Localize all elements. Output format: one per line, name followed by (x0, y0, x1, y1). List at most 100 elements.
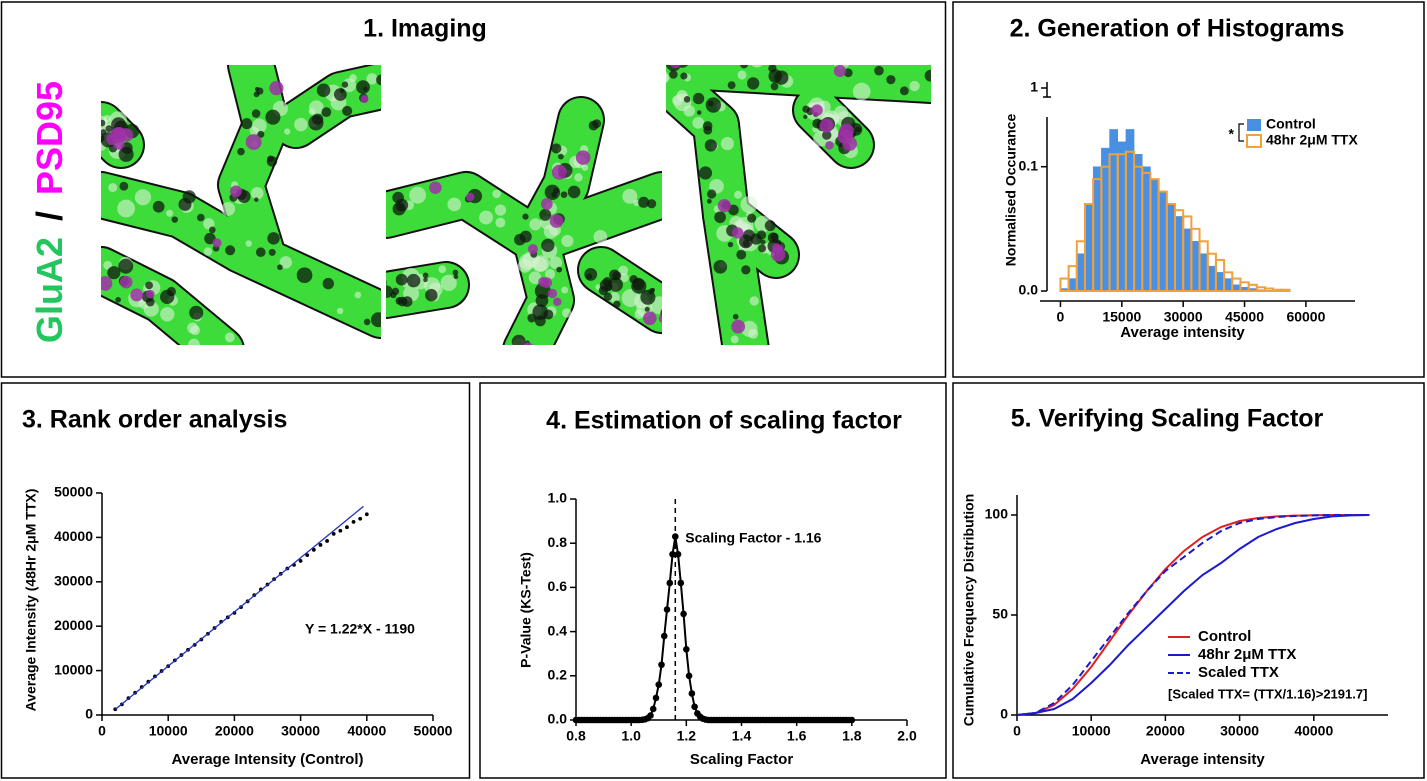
puncta (101, 119, 106, 127)
histogram-bar (1182, 228, 1192, 292)
puncta (825, 140, 834, 150)
legend-swatch (1247, 119, 1261, 131)
panel-border (952, 1, 1425, 378)
puncta (539, 208, 552, 221)
puncta (714, 211, 726, 224)
puncta (638, 196, 650, 208)
puncta (522, 213, 529, 220)
micrograph (666, 52, 931, 345)
significance-bracket (1238, 123, 1244, 142)
puncta (203, 247, 213, 256)
x-tick-label: 30000 (1164, 309, 1203, 325)
puncta (737, 70, 747, 80)
micrograph (88, 65, 381, 345)
puncta (370, 312, 381, 328)
x-tick-label: 30000 (281, 723, 320, 739)
x-tick-label: 40000 (1294, 723, 1333, 739)
puncta (676, 53, 686, 63)
puncta (586, 273, 593, 280)
puncta (422, 272, 429, 279)
x-tick-label: 10000 (149, 723, 188, 739)
puncta (119, 181, 129, 191)
puncta (252, 118, 267, 134)
y-tick-label: 1.0 (548, 490, 568, 506)
data-point (683, 645, 690, 653)
puncta (727, 81, 736, 90)
puncta (819, 118, 834, 133)
puncta (549, 256, 563, 269)
puncta (166, 286, 176, 297)
puncta (704, 139, 718, 152)
puncta (266, 156, 278, 167)
histogram-bar (1247, 283, 1258, 292)
puncta (166, 209, 174, 217)
x-tick-label: 0.8 (566, 728, 586, 744)
legend-swatch (1246, 134, 1262, 148)
puncta (731, 319, 746, 334)
puncta (119, 275, 133, 289)
legend-label: 48hr 2μM TTX (1266, 132, 1358, 148)
puncta (609, 269, 620, 281)
histogram-bar (1158, 191, 1168, 292)
data-point (685, 672, 693, 680)
puncta (397, 296, 408, 307)
data-point (677, 579, 685, 587)
puncta (182, 190, 196, 204)
panel-title: 4. Estimation of scaling factor (546, 407, 902, 435)
scatter-point (331, 531, 336, 536)
puncta (528, 271, 542, 284)
scatter-point (298, 559, 303, 563)
puncta (88, 124, 100, 136)
puncta (732, 52, 739, 59)
puncta (720, 136, 734, 151)
puncta (738, 234, 753, 249)
puncta (265, 109, 281, 125)
puncta (356, 80, 370, 94)
puncta (558, 153, 564, 160)
puncta (269, 80, 284, 96)
puncta (257, 130, 265, 138)
puncta (221, 202, 236, 216)
puncta (543, 309, 554, 320)
puncta (541, 277, 553, 288)
histogram-bar (1191, 241, 1200, 292)
puncta (465, 192, 475, 202)
puncta (250, 187, 264, 200)
puncta (254, 197, 259, 202)
puncta (440, 274, 457, 291)
y-tick-label: 1 (1030, 79, 1038, 95)
histogram-bar (1280, 288, 1291, 292)
y-tick-label: 0.2 (548, 667, 568, 683)
puncta (593, 229, 608, 244)
puncta (495, 217, 506, 228)
puncta (342, 105, 353, 117)
puncta (529, 218, 542, 231)
puncta (363, 318, 371, 326)
puncta (768, 65, 777, 73)
y-tick-label: 0 (1000, 706, 1008, 722)
x-tick-label: 15000 (1102, 309, 1141, 325)
puncta (749, 296, 759, 306)
puncta (536, 348, 553, 365)
puncta (609, 291, 620, 303)
channel-name: GluA2 (29, 237, 70, 343)
x-tick-label: 1.6 (787, 728, 807, 744)
histogram-bar (1142, 166, 1151, 292)
y-tick-label: 30000 (54, 573, 93, 589)
y-tick-label: 40000 (54, 528, 93, 544)
puncta (543, 224, 558, 239)
data-point (658, 661, 665, 669)
legend-label: 48hr 2μM TTX (1198, 646, 1296, 663)
puncta (553, 297, 562, 306)
scatter-point (311, 547, 316, 552)
histogram-bar (1133, 154, 1143, 292)
puncta (145, 289, 155, 299)
puncta (409, 186, 427, 204)
puncta (341, 81, 349, 88)
puncta (336, 307, 344, 315)
puncta (567, 185, 581, 199)
puncta (547, 288, 558, 299)
x-tick-label: 60000 (1286, 309, 1325, 325)
x-axis-label: Scaling Factor (690, 751, 794, 768)
